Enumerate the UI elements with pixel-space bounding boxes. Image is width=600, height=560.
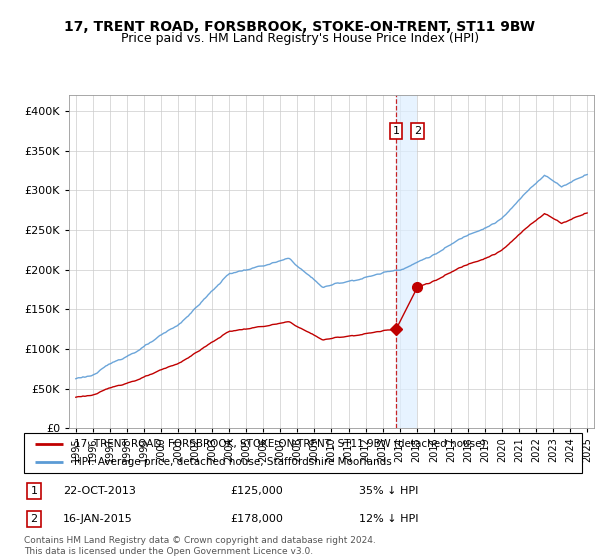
Text: 1: 1 — [392, 126, 400, 136]
Text: £178,000: £178,000 — [230, 514, 283, 524]
Text: 1: 1 — [31, 486, 38, 496]
Text: 2: 2 — [31, 514, 38, 524]
Text: £125,000: £125,000 — [230, 486, 283, 496]
Text: 17, TRENT ROAD, FORSBROOK, STOKE-ON-TRENT, ST11 9BW (detached house): 17, TRENT ROAD, FORSBROOK, STOKE-ON-TREN… — [74, 439, 486, 449]
Text: 35% ↓ HPI: 35% ↓ HPI — [359, 486, 418, 496]
Text: 16-JAN-2015: 16-JAN-2015 — [63, 514, 133, 524]
Text: 22-OCT-2013: 22-OCT-2013 — [63, 486, 136, 496]
Text: Price paid vs. HM Land Registry's House Price Index (HPI): Price paid vs. HM Land Registry's House … — [121, 31, 479, 45]
Text: HPI: Average price, detached house, Staffordshire Moorlands: HPI: Average price, detached house, Staf… — [74, 458, 392, 467]
Bar — [396, 95, 418, 428]
Text: 2: 2 — [414, 126, 421, 136]
Text: 17, TRENT ROAD, FORSBROOK, STOKE-ON-TRENT, ST11 9BW: 17, TRENT ROAD, FORSBROOK, STOKE-ON-TREN… — [65, 20, 536, 34]
Text: Contains HM Land Registry data © Crown copyright and database right 2024.
This d: Contains HM Land Registry data © Crown c… — [24, 536, 376, 556]
Text: 12% ↓ HPI: 12% ↓ HPI — [359, 514, 418, 524]
